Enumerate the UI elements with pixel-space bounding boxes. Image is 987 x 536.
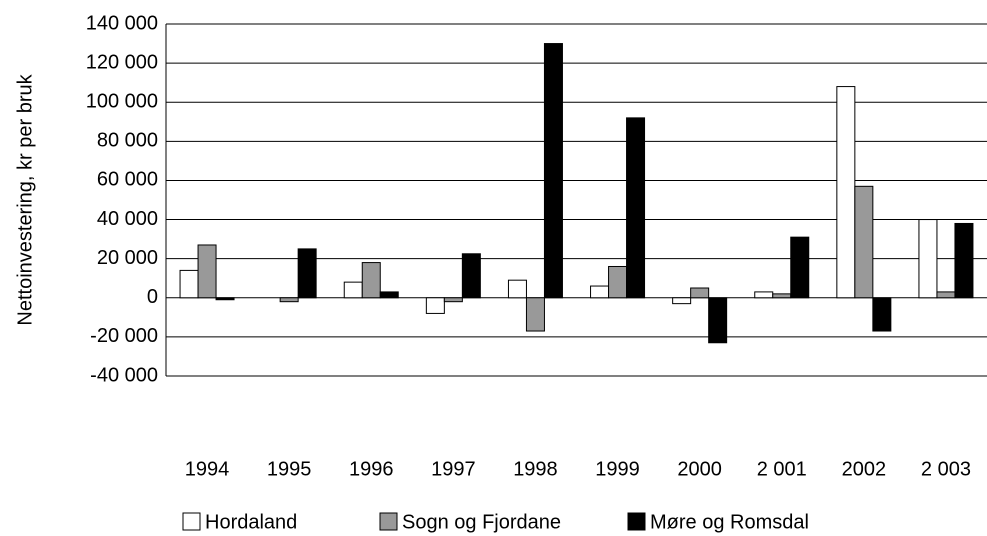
bar (590, 285, 610, 299)
x-tick-label: 1996 (349, 458, 394, 480)
y-tick-label: 80 000 (97, 130, 158, 152)
bar (379, 291, 399, 299)
legend-swatch (182, 512, 201, 531)
bar (297, 248, 317, 299)
bar (872, 297, 892, 332)
bar (215, 297, 235, 301)
x-tick-label: 2 003 (921, 458, 971, 480)
bar (525, 297, 545, 332)
bar (918, 219, 938, 299)
bar (543, 43, 563, 299)
x-tick-label: 1997 (431, 458, 476, 480)
y-axis-label: Nettoinvestering, kr per bruk (14, 73, 36, 325)
y-tick-label: 0 (147, 286, 158, 308)
legend-label: Hordaland (205, 511, 297, 533)
x-tick-label: 1995 (267, 458, 312, 480)
x-tick-label: 1994 (185, 458, 230, 480)
legend-swatch (379, 512, 398, 531)
y-tick-label: 60 000 (97, 169, 158, 191)
bar (772, 293, 792, 299)
bar (672, 297, 692, 305)
legend-swatch (627, 512, 646, 531)
bar (425, 297, 445, 314)
y-tick-label: 40 000 (97, 208, 158, 230)
bar (443, 297, 463, 303)
bar (790, 236, 810, 299)
bar (936, 291, 956, 299)
y-tick-label: -40 000 (90, 364, 158, 386)
bar (179, 269, 199, 299)
x-tick-label: 2 001 (757, 458, 807, 480)
y-tick-label: 100 000 (86, 91, 158, 113)
bar (197, 244, 217, 299)
bar (343, 281, 363, 299)
bar (461, 253, 481, 299)
x-tick-label: 2000 (677, 458, 722, 480)
bar (754, 291, 774, 299)
y-tick-label: 140 000 (86, 12, 158, 34)
bar (507, 279, 527, 299)
bar (854, 185, 874, 299)
bar (361, 262, 381, 299)
bar (690, 287, 710, 299)
legend-label: Møre og Romsdal (650, 511, 809, 533)
x-tick-label: 2002 (842, 458, 887, 480)
y-tick-label: -20 000 (90, 325, 158, 347)
x-tick-label: 1999 (595, 458, 640, 480)
bar (954, 222, 974, 299)
y-tick-label: 20 000 (97, 247, 158, 269)
bar (626, 117, 646, 299)
bar (836, 86, 856, 299)
y-tick-label: 120 000 (86, 51, 158, 73)
bar (279, 297, 299, 303)
bar (608, 265, 628, 299)
x-tick-label: 1998 (513, 458, 558, 480)
bar (708, 297, 728, 344)
legend-label: Sogn og Fjordane (402, 511, 561, 533)
